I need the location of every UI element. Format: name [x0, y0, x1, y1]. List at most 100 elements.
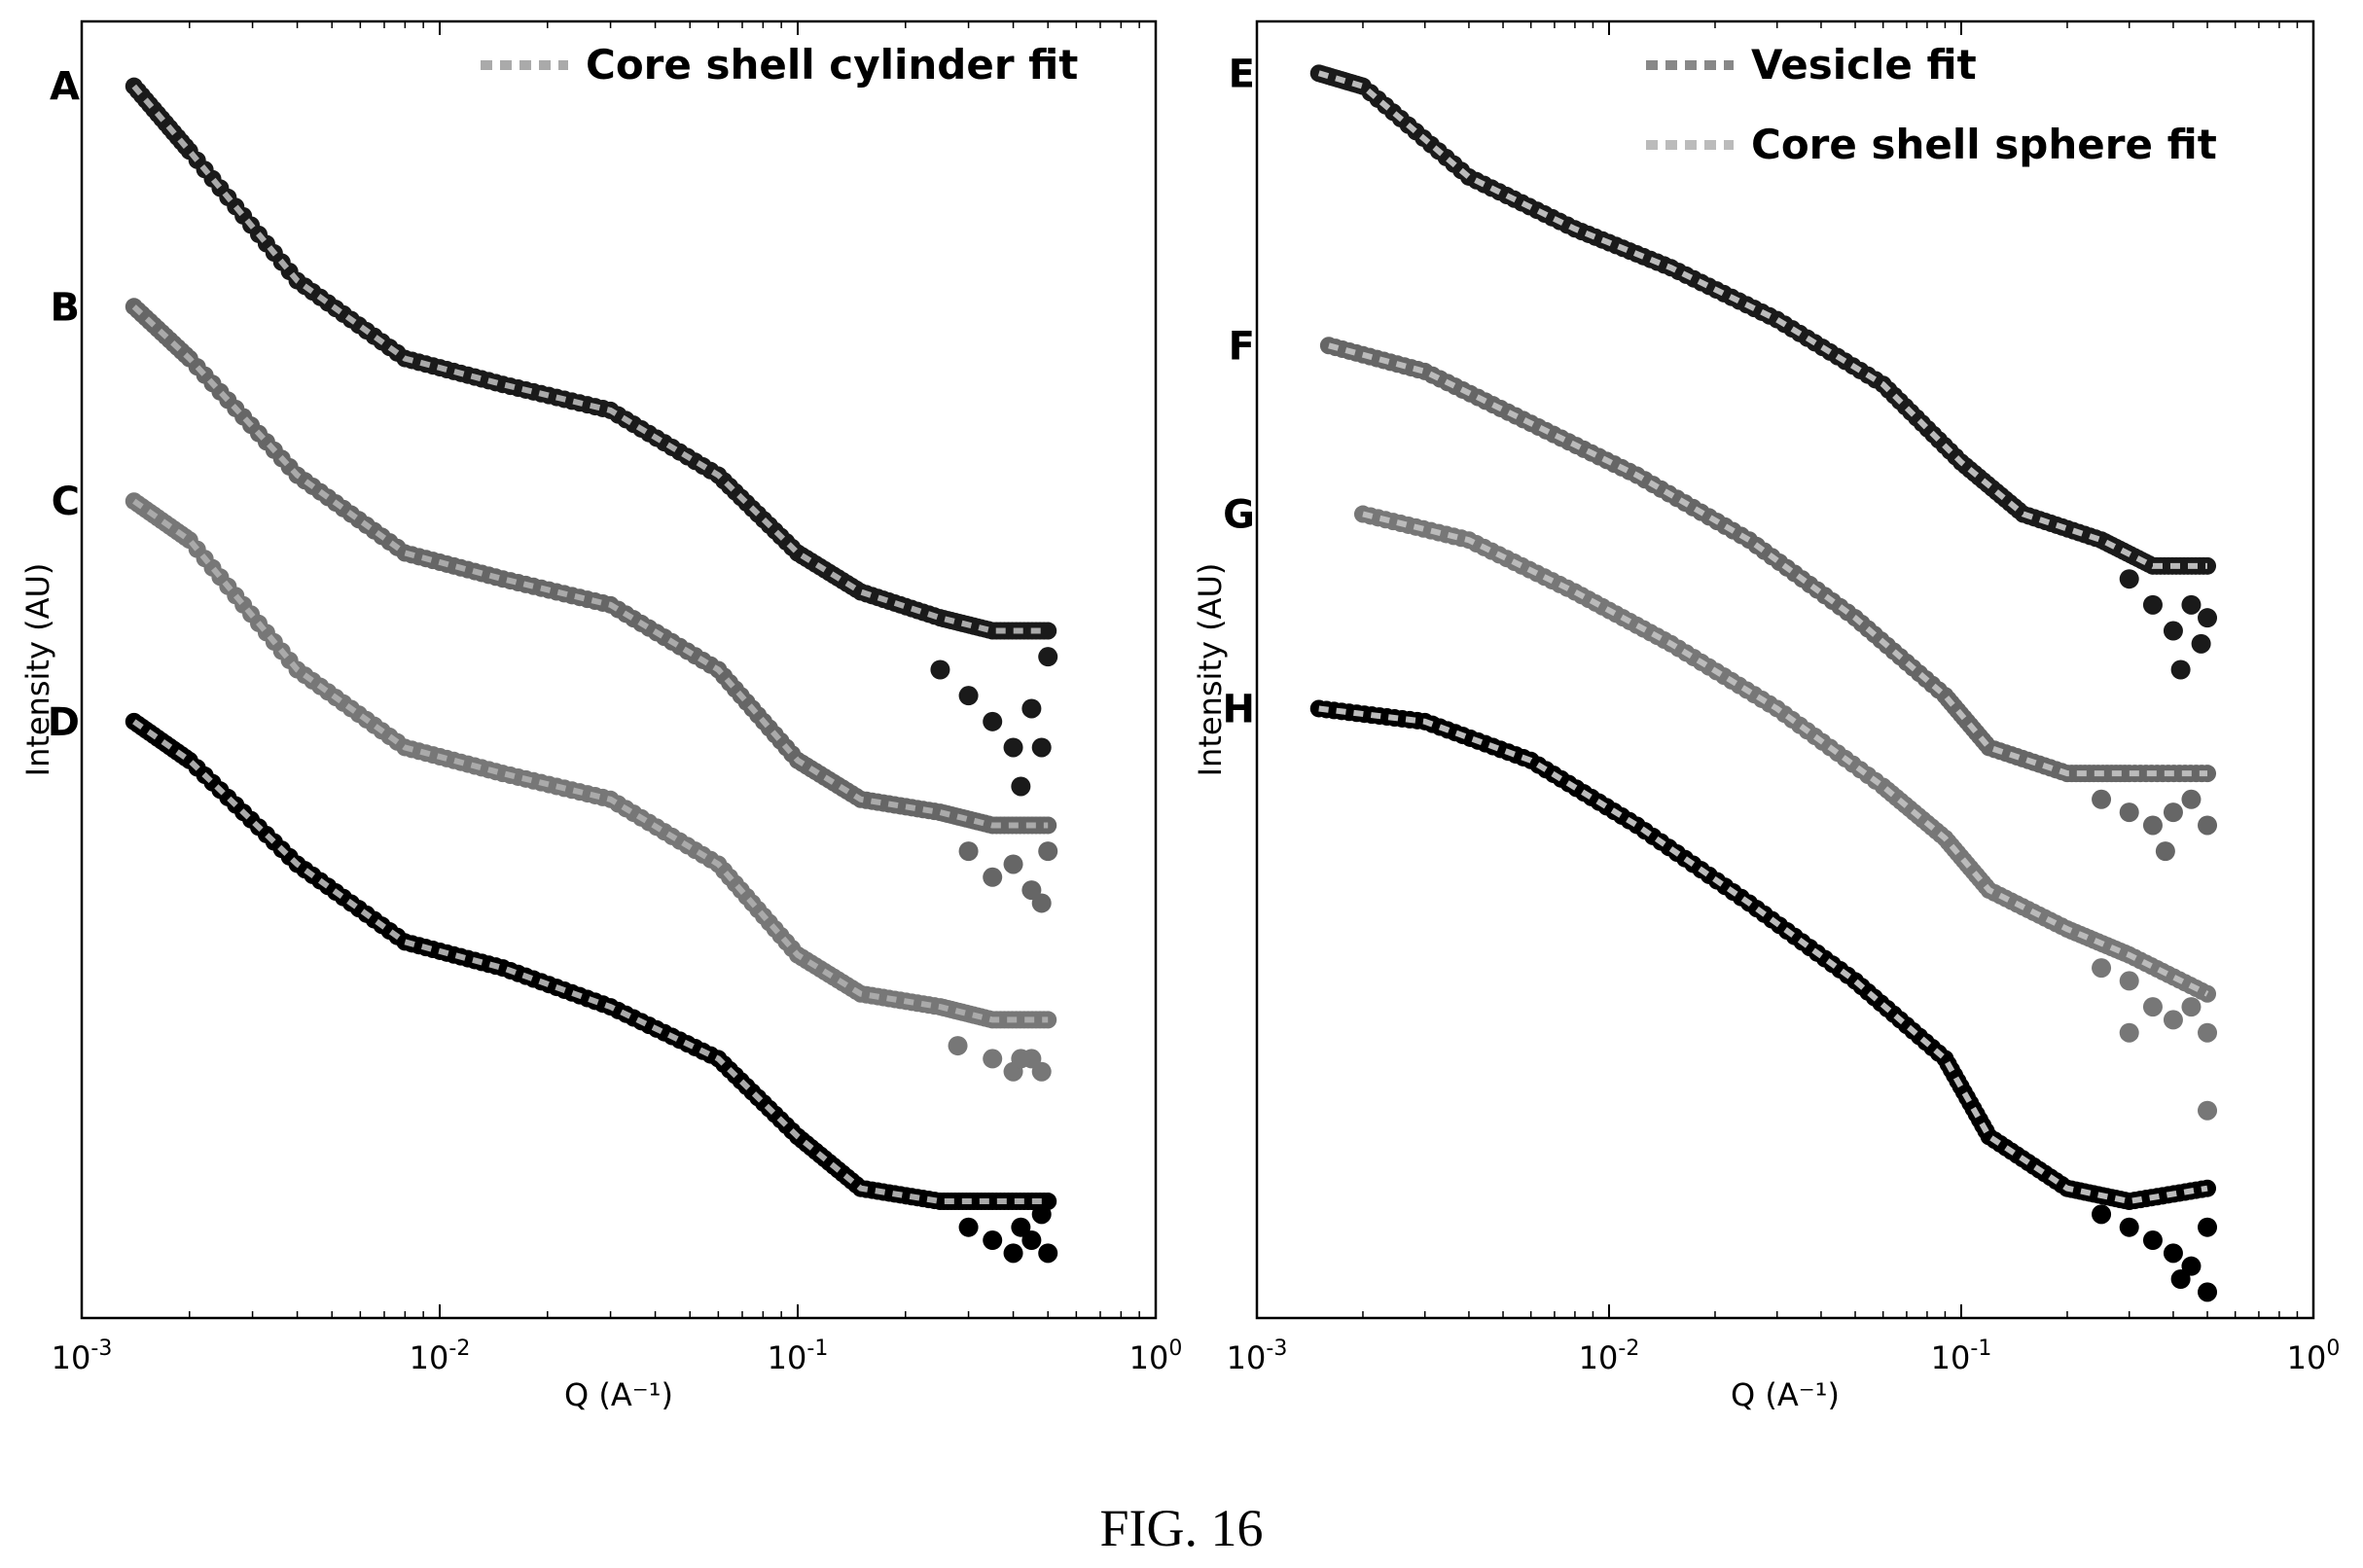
series-label: F: [1229, 324, 1255, 369]
data-point: [2142, 1230, 2163, 1251]
data-point: [930, 659, 950, 680]
data-point: [1039, 622, 1057, 640]
data-point: [2142, 594, 2163, 615]
data-point: [2119, 971, 2139, 991]
series-H: H: [1223, 687, 2218, 1302]
data-point: [2198, 1100, 2218, 1121]
series-G: G: [1223, 493, 2218, 1121]
series-A: A: [50, 65, 1058, 797]
series-label: A: [50, 65, 80, 110]
series-label: E: [1229, 52, 1255, 96]
data-point: [2181, 1256, 2202, 1276]
data-point: [958, 686, 979, 706]
fit-line: [131, 304, 1049, 829]
fit-line: [132, 719, 1049, 1204]
legend-label: Core shell sphere fit: [1751, 121, 2217, 168]
data-point: [1038, 841, 1058, 862]
x-tick-label: 10-3: [1227, 1336, 1288, 1376]
fit-line: [132, 498, 1049, 1023]
data-point: [1039, 1011, 1057, 1029]
data-point: [2198, 1022, 2218, 1043]
series-C: C: [52, 480, 1057, 1082]
data-point: [2163, 1010, 2183, 1030]
data-point: [983, 867, 1003, 887]
data-point: [2199, 765, 2217, 783]
data-point: [2181, 997, 2202, 1017]
series-label: B: [51, 285, 81, 330]
data-point: [1038, 647, 1058, 667]
data-point: [2198, 1282, 2218, 1302]
data-point: [2092, 958, 2112, 979]
data-point: [1011, 1217, 1031, 1237]
series-label: C: [52, 480, 80, 524]
x-tick-label: 100: [1129, 1336, 1183, 1376]
data-point: [1031, 1061, 1052, 1082]
data-point: [2170, 659, 2191, 680]
series-label: G: [1223, 493, 1255, 538]
data-point: [958, 1217, 979, 1237]
data-point: [1038, 1243, 1058, 1264]
data-point: [2092, 789, 2112, 809]
data-point: [1031, 1204, 1052, 1225]
data-point: [2155, 841, 2175, 862]
series-label: H: [1223, 687, 1255, 731]
x-tick-label: 10-2: [1579, 1336, 1640, 1376]
data-point: [2181, 789, 2202, 809]
plot-frame: [1255, 19, 2315, 1320]
fit-line: [1328, 342, 2207, 777]
data-point: [2199, 984, 2217, 1003]
x-tick-label: 10-3: [52, 1336, 113, 1376]
series-F: F: [1229, 324, 2218, 862]
y-axis-label: Intensity (AU): [19, 563, 56, 777]
data-point: [983, 711, 1003, 731]
left-panel: 10-3 10-2 10-1 100 Q (A⁻¹) Intensity (AU) A B C D…: [19, 19, 1183, 1413]
data-point: [958, 841, 979, 862]
data-point: [2191, 633, 2211, 654]
data-point: [2092, 1204, 2112, 1225]
data-point: [1003, 737, 1023, 758]
x-axis-label: Q (A⁻¹): [1731, 1376, 1840, 1413]
fit-line: [1318, 705, 2208, 1205]
data-point: [2119, 1022, 2139, 1043]
data-point: [2119, 802, 2139, 823]
data-point: [2119, 1217, 2139, 1237]
data-point: [2163, 621, 2183, 641]
x-axis-label: Q (A⁻¹): [564, 1376, 673, 1413]
data-point: [2170, 1269, 2191, 1290]
data-point: [2163, 1243, 2183, 1264]
data-point: [2181, 594, 2202, 615]
fit-line: [1317, 70, 2207, 569]
data-point: [983, 1230, 1003, 1251]
data-point: [1021, 1230, 1042, 1251]
series-D: D: [48, 700, 1058, 1264]
data-point: [948, 1036, 968, 1056]
data-point: [2199, 1179, 2217, 1197]
data-point: [1031, 893, 1052, 913]
data-point: [2142, 997, 2163, 1017]
data-point: [2198, 815, 2218, 836]
data-point: [1011, 776, 1031, 797]
series-E: E: [1229, 52, 2218, 680]
x-tick-label: 10-2: [410, 1336, 471, 1376]
data-point: [1031, 737, 1052, 758]
data-point: [2142, 815, 2163, 836]
series-label: D: [48, 700, 80, 745]
series-B: B: [51, 285, 1058, 913]
data-point: [2198, 608, 2218, 628]
legend-label: Core shell cylinder fit: [586, 41, 1078, 89]
data-point: [2198, 1217, 2218, 1237]
fit-line: [131, 84, 1049, 634]
x-tick-label: 10-1: [768, 1336, 829, 1376]
data-point: [1039, 816, 1057, 835]
data-point: [1021, 698, 1042, 719]
x-tick-label: 100: [2287, 1336, 2341, 1376]
data-point: [1003, 1243, 1023, 1264]
data-point: [983, 1049, 1003, 1069]
data-point: [1003, 854, 1023, 874]
figure-caption: FIG. 16: [1099, 1499, 1264, 1557]
data-point: [2119, 569, 2139, 589]
right-panel: 10-3 10-2 10-1 100 Q (A⁻¹) Intensity (AU) E F G H…: [1192, 19, 2341, 1413]
legend-label: Vesicle fit: [1751, 41, 1977, 89]
data-point: [2163, 802, 2183, 823]
